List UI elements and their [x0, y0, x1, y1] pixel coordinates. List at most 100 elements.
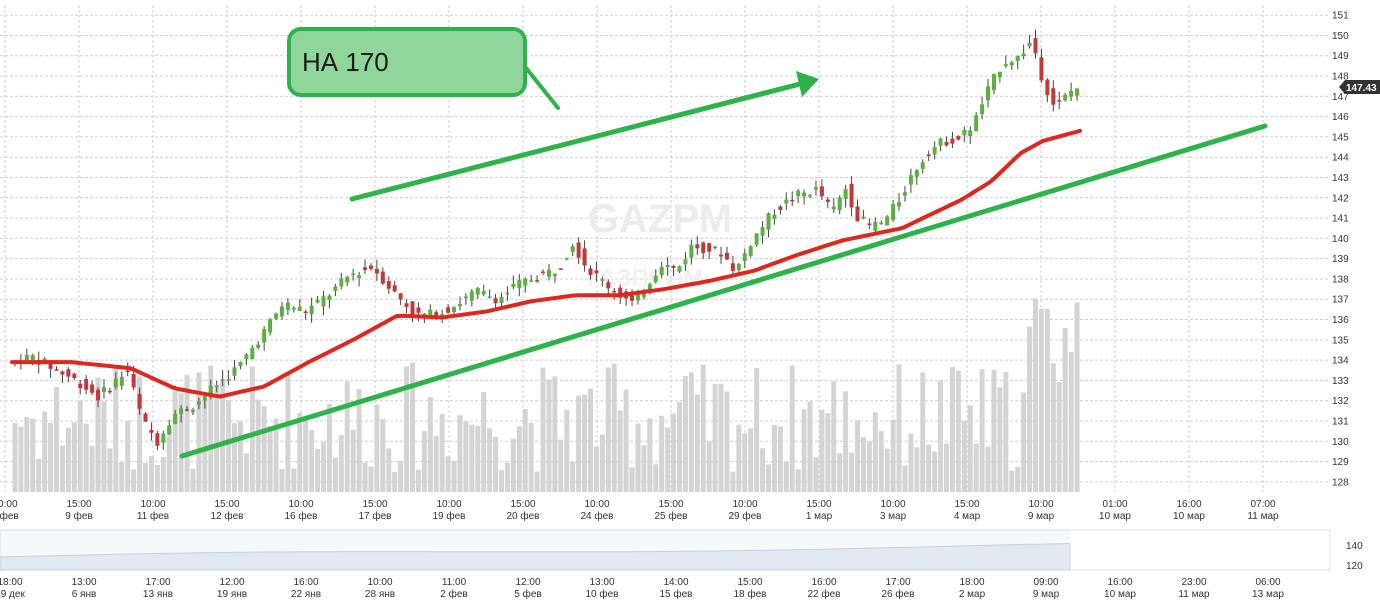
volume-bar	[920, 372, 926, 492]
volume-bar	[700, 364, 706, 492]
navigator-x-date: 10 фев	[585, 588, 618, 600]
navigator-x-time: 17:00	[885, 577, 910, 588]
volume-bar	[659, 415, 665, 492]
volume-bar	[410, 362, 415, 492]
volume-bar	[688, 372, 694, 492]
candle-body	[719, 254, 724, 257]
candle-body	[457, 303, 462, 307]
candle-body	[695, 244, 700, 249]
candle-body	[986, 86, 991, 101]
support-trendline	[179, 123, 1268, 459]
volume-bar	[398, 461, 404, 492]
volume-bar	[463, 420, 469, 492]
volume-bar	[736, 424, 742, 492]
x-tick-time: 10:00	[288, 499, 313, 510]
volume-bar	[42, 411, 48, 492]
x-tick-time: 10:00	[140, 499, 165, 510]
candle-body	[499, 296, 504, 303]
volume-bar	[967, 405, 973, 492]
candle-body	[908, 175, 913, 185]
y-tick-label: 135	[1332, 335, 1349, 346]
candle-body	[410, 301, 415, 315]
volume-bar	[801, 409, 807, 492]
candle-body	[683, 259, 688, 265]
navigator-selection	[0, 530, 1070, 570]
navigator-area	[0, 542, 1071, 571]
annotation-box[interactable]	[287, 27, 527, 97]
volume-bar	[742, 433, 748, 492]
volume-bar	[499, 470, 504, 492]
volume-bar	[166, 427, 172, 492]
x-tick-date: 4 мар	[954, 511, 981, 522]
candle-body	[766, 213, 771, 230]
x-tick-time: 15:00	[954, 499, 979, 510]
volume-bar	[321, 441, 326, 492]
candle-body	[339, 278, 344, 287]
candle-body	[855, 206, 860, 222]
volume-bar	[344, 381, 350, 492]
candle-body	[819, 186, 824, 197]
candle-body	[665, 264, 670, 267]
volume-bar	[712, 384, 718, 492]
volume-bar	[368, 466, 374, 492]
volume-bar	[261, 406, 267, 492]
x-tick-time: 10:00	[436, 499, 461, 510]
candle-body	[600, 279, 605, 281]
y-tick-label: 137	[1332, 295, 1349, 306]
candle-body	[748, 246, 753, 256]
moving-average-line	[10, 128, 1082, 399]
navigator-x-time: 13:00	[589, 577, 614, 588]
x-tick-time: 15:00	[510, 499, 535, 510]
candle-body	[1045, 79, 1050, 96]
candle-body	[303, 311, 308, 313]
volume-bar	[243, 453, 249, 492]
candle-body	[920, 162, 925, 169]
volume-bar	[671, 413, 677, 492]
annotation-text: НА 170	[302, 47, 389, 77]
navigator-x-time: 16:00	[1107, 577, 1132, 588]
navigator-x-date: 2 фев	[440, 588, 467, 600]
candle-body	[469, 291, 474, 301]
candle-body	[96, 389, 101, 401]
navigator-x-time: 14:00	[663, 577, 688, 588]
volume-bar	[457, 415, 463, 492]
volume-bar	[77, 400, 83, 492]
navigator-x-date: 11 мар	[1178, 589, 1210, 600]
volume-bar	[297, 412, 303, 492]
volume-bar	[605, 367, 611, 492]
candlesticks	[12, 29, 1080, 451]
volume-bar	[884, 448, 890, 492]
volume-bar	[154, 464, 160, 492]
x-tick-time: 15:00	[66, 499, 91, 510]
volume-bar	[350, 429, 356, 492]
up-arrow-line	[349, 81, 803, 202]
navigator-x-date: 22 фев	[807, 588, 840, 600]
volume-bar	[522, 408, 528, 492]
volume-bar	[427, 397, 433, 492]
navigator-x-date: 26 фев	[881, 588, 914, 600]
navigator-x-date: 15 фев	[659, 588, 692, 600]
x-tick-time: 01:00	[1102, 499, 1127, 510]
candle-body	[950, 138, 955, 144]
candle-body	[902, 192, 907, 196]
candle-body	[380, 271, 385, 284]
candle-body	[641, 292, 646, 298]
y-tick-label: 139	[1332, 254, 1349, 265]
navigator-x-time: 10:00	[367, 577, 392, 588]
candle-body	[885, 216, 890, 226]
x-tick-date: 29 фев	[728, 510, 761, 522]
y-tick-label: 145	[1332, 132, 1349, 143]
candle-body	[1021, 53, 1026, 57]
candle-body	[997, 71, 1002, 78]
navigator-x-time: 18:00	[0, 577, 23, 588]
candle-body	[155, 433, 160, 446]
volume-bar	[771, 424, 777, 492]
volume-bar	[985, 446, 991, 492]
navigator-x-time: 13:00	[71, 577, 96, 588]
candle-body	[244, 354, 249, 360]
volume-bar	[309, 429, 315, 492]
volume-bar	[611, 363, 617, 492]
navigator-x-time: 16:00	[811, 577, 836, 588]
